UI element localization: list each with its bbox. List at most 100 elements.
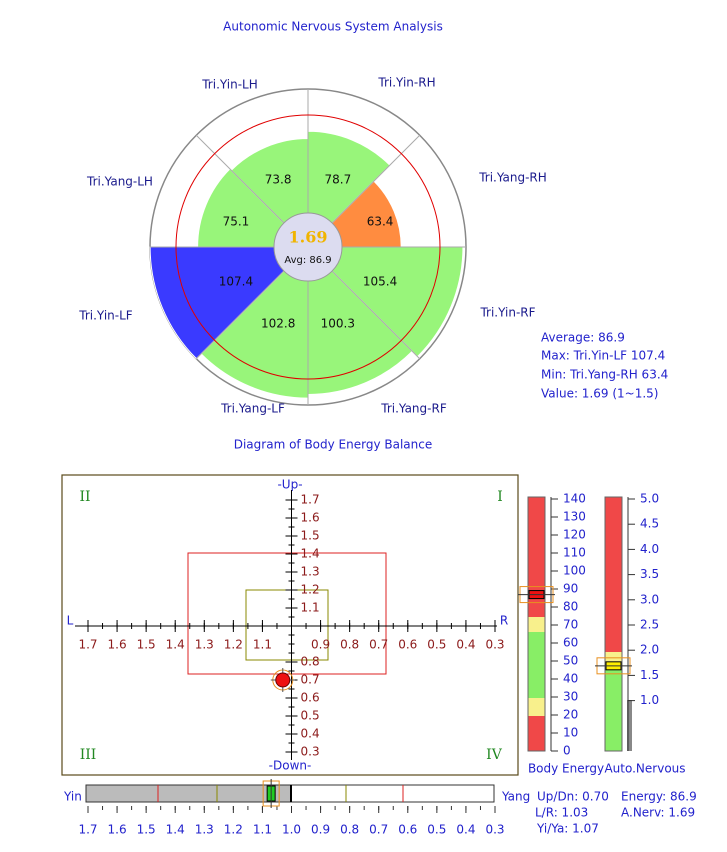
title: Autonomic Nervous System Analysis: [223, 20, 443, 34]
value-label: 78.7: [324, 172, 351, 186]
x-tick-label: 1.6: [108, 638, 127, 652]
y-tick-label: 1.5: [301, 529, 320, 543]
x-tick-label: 0.5: [427, 823, 446, 837]
y-tick-label: 1.5: [640, 668, 659, 682]
stat: Average: 86.9: [541, 331, 625, 345]
x-tick-label: 1.4: [166, 638, 185, 652]
title: Diagram of Body Energy Balance: [234, 438, 433, 452]
y-tick-label: 1.2: [301, 583, 320, 597]
y-tick-label: 3.0: [640, 592, 659, 606]
band: [605, 668, 622, 751]
x-tick-label: 1.3: [195, 638, 214, 652]
readout: Up/Dn: 0.70: [537, 790, 609, 804]
stat: Max: Tri.Yin-LF 107.4: [541, 349, 665, 363]
x-tick-label: 1.7: [78, 638, 97, 652]
sector: [307, 130, 391, 249]
x-tick-label: 1.2: [224, 638, 243, 652]
y-tick-label: 3.5: [640, 567, 659, 581]
x-tick-label: 1.7: [78, 823, 97, 837]
value-label: 75.1: [223, 215, 250, 229]
y-tick-label: 2.0: [640, 643, 659, 657]
readout: L/R: 1.03: [535, 806, 588, 820]
y-tick-label: 0.3: [301, 745, 320, 759]
x-tick-label: 1.0: [282, 823, 301, 837]
center-disc: [273, 212, 343, 282]
gauge-label: Auto.Nervous: [604, 762, 685, 776]
x-tick-label: 0.7: [369, 638, 388, 652]
y-tick-label: 30: [563, 690, 578, 704]
x-tick-label: 0.5: [427, 638, 446, 652]
y-tick-label: 60: [563, 636, 578, 650]
x-tick-label: 1.5: [137, 638, 156, 652]
sector: [149, 246, 310, 360]
y-tick-label: 1.3: [301, 565, 320, 579]
sector-label: Tri.Yang-LF: [220, 402, 285, 416]
stat: Value: 1.69 (1~1.5): [541, 387, 658, 401]
y-tick-label: 1.7: [301, 493, 320, 507]
x-tick-label: 0.3: [485, 638, 504, 652]
gauge-frame: [527, 496, 546, 752]
y-tick-label: 40: [563, 672, 578, 686]
sector-label: Tri.Yin-RH: [377, 76, 435, 90]
level-bar: [627, 700, 632, 751]
y-tick-label: 130: [563, 510, 586, 524]
reference-ring: [175, 114, 441, 380]
x-tick-label: 0.7: [369, 823, 388, 837]
value-label: 102.8: [261, 317, 295, 331]
y-tick-label: 100: [563, 564, 586, 578]
y-tick-label: 90: [563, 582, 578, 596]
value-label: 63.4: [367, 215, 394, 229]
y-tick-label: 110: [563, 546, 586, 560]
y-tick-label: 120: [563, 528, 586, 542]
stat: Min: Tri.Yang-RH 63.4: [541, 368, 668, 382]
y-tick-label: 5.0: [640, 492, 659, 506]
x-tick-label: 1.6: [108, 823, 127, 837]
readout: Yi/Ya: 1.07: [536, 822, 599, 836]
y-tick-label: 70: [563, 618, 578, 632]
y-tick-label: 1.6: [301, 511, 320, 525]
sector-label: Tri.Yin-LH: [201, 78, 258, 92]
sector: [200, 245, 309, 399]
y-tick-label: 1.0: [640, 693, 659, 707]
quadrant: II: [79, 489, 90, 505]
y-tick-label: 1.1: [301, 601, 320, 615]
y-tick-label: 50: [563, 654, 578, 668]
bar-label: Yang: [501, 790, 530, 804]
frame: [61, 474, 519, 776]
sector-label: Tri.Yang-RH: [478, 171, 547, 185]
point: [275, 672, 291, 688]
value-label: 73.8: [265, 172, 292, 186]
band: [528, 617, 545, 632]
axis-label: -Up-: [277, 478, 302, 492]
x-tick-label: 1.1: [253, 638, 272, 652]
band: [528, 698, 545, 716]
x-tick-label: 0.6: [398, 823, 417, 837]
band: [605, 497, 622, 652]
y-tick-label: 0.5: [301, 709, 320, 723]
band: [528, 716, 545, 751]
y-tick-label: 1.4: [301, 547, 320, 561]
x-tick-label: 0.9: [311, 638, 330, 652]
x-tick-label: 0.6: [398, 638, 417, 652]
x-tick-label: 0.8: [340, 823, 359, 837]
quadrant: III: [80, 747, 97, 763]
y-tick-label: 4.0: [640, 542, 659, 556]
sector: [306, 246, 464, 358]
y-tick-label: 10: [563, 726, 578, 740]
value-label: 105.4: [363, 274, 397, 288]
sector-label: Tri.Yin-LF: [78, 309, 133, 323]
y-tick-label: 0.4: [301, 727, 320, 741]
quadrant: I: [497, 489, 503, 505]
gauge-frame: [604, 496, 623, 752]
sector: [307, 245, 413, 395]
y-tick-label: 4.5: [640, 517, 659, 531]
x-tick-label: 1.2: [224, 823, 243, 837]
y-tick-label: 0.7: [301, 673, 320, 687]
x-tick-label: 0.9: [311, 823, 330, 837]
x-tick-label: 0.3: [485, 823, 504, 837]
gauge-label: Body Energy: [528, 762, 604, 776]
value-label: 100.3: [321, 317, 355, 331]
axis-label: L: [67, 614, 74, 628]
x-tick-label: 0.4: [456, 638, 475, 652]
